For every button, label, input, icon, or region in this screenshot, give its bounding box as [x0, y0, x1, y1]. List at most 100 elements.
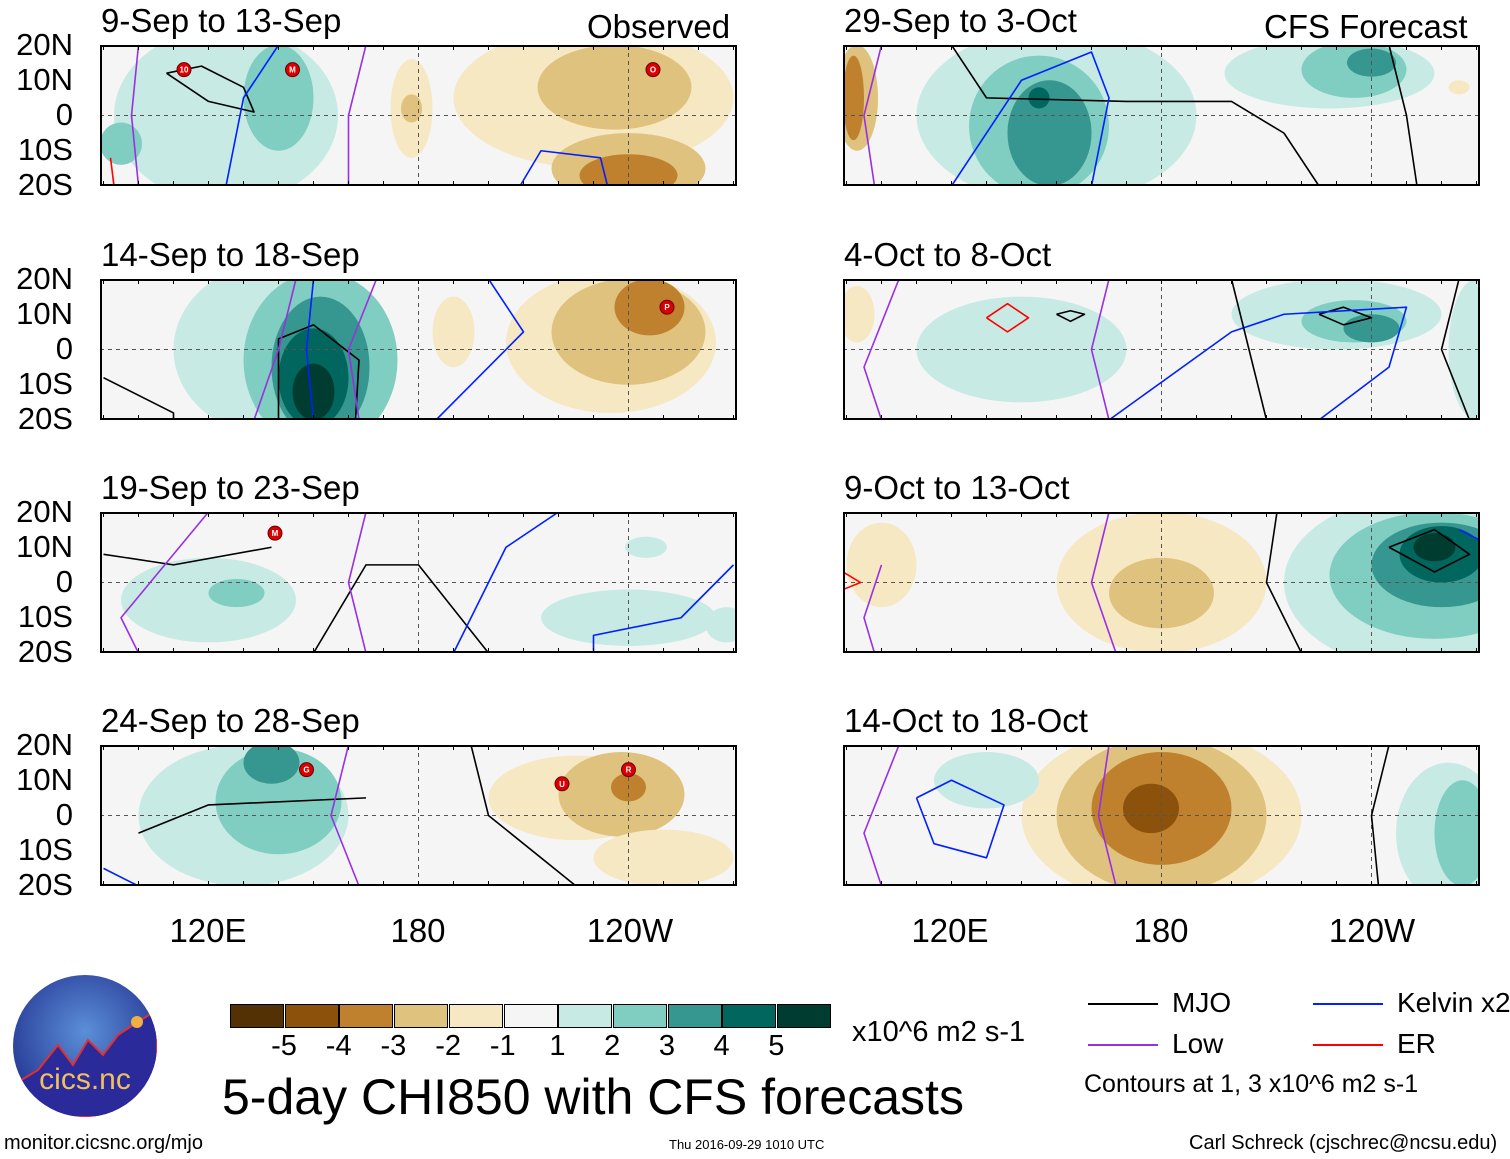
kelvin-contour — [103, 867, 139, 886]
mjo-contour — [470, 745, 577, 886]
er-contour — [843, 571, 862, 591]
colorbar-swatch — [284, 1004, 339, 1028]
map-panel: M — [100, 512, 737, 653]
anomaly-shade — [614, 279, 685, 336]
kelvin-contour — [592, 564, 735, 653]
mjo-contour — [1370, 745, 1390, 886]
colorbar-label: -1 — [489, 1030, 516, 1062]
tropical-cyclone-icon: R — [621, 762, 636, 778]
lat-label: 10S — [17, 132, 73, 167]
colorbar-label: 4 — [713, 1030, 730, 1062]
lat-label: 10S — [17, 599, 73, 634]
er-legend-line — [1313, 1044, 1383, 1046]
colorbar-swatch — [503, 1004, 558, 1028]
low-contour — [130, 45, 140, 186]
panel-title: 14-Sep to 18-Sep — [101, 236, 360, 273]
tropical-cyclone-icon: M — [285, 62, 300, 78]
er-contour — [109, 157, 115, 186]
colorbar-swatch — [448, 1004, 503, 1028]
kelvin-contour — [452, 512, 559, 653]
map-panel — [843, 512, 1480, 653]
low-contour — [863, 564, 883, 653]
observed-label: Observed — [587, 8, 731, 45]
legend-label: Kelvin x2 — [1397, 987, 1510, 1018]
map-panel: G U R — [100, 745, 737, 886]
lat-label: 20S — [17, 867, 73, 902]
low-contour — [347, 45, 367, 186]
lat-label: 20N — [16, 261, 73, 296]
lat-label: 0 — [55, 564, 73, 599]
svg-text:10: 10 — [180, 66, 189, 75]
lon-label-120w-right: 120W — [1328, 912, 1416, 949]
svg-text:P: P — [664, 303, 670, 312]
anomaly-shade — [1413, 533, 1456, 562]
lat-label: 20N — [16, 494, 73, 529]
logo-text: cics.nc — [39, 1063, 131, 1096]
low-contour — [1090, 512, 1117, 653]
svg-text:R: R — [626, 766, 632, 775]
mjo-legend-line — [1088, 1003, 1158, 1005]
lat-label: 0 — [55, 97, 73, 132]
low-contour — [863, 45, 883, 186]
mjo-contour — [277, 324, 360, 420]
mjo-contour — [1388, 528, 1471, 573]
anomaly-shade — [537, 45, 692, 130]
tropical-cyclone-icon: 10 — [176, 62, 192, 78]
low-contour — [1090, 279, 1110, 420]
low-contour — [863, 745, 900, 886]
legend-label: Low — [1172, 1028, 1224, 1059]
anomaly-shade — [292, 363, 335, 420]
panel-title: 19-Sep to 23-Sep — [101, 469, 360, 506]
mjo-contour — [1440, 279, 1471, 420]
kelvin-contour — [519, 149, 609, 186]
figure-title: 5-day CHI850 with CFS forecasts — [222, 1069, 964, 1125]
anomaly-shade — [625, 536, 667, 558]
lon-label-180-left: 180 — [390, 912, 446, 949]
colorbar-swatch — [777, 1004, 831, 1028]
colorbar-swatch — [722, 1004, 777, 1028]
footer-url[interactable]: monitor.cicsnc.org/mjo — [4, 1132, 203, 1154]
map-panel — [843, 745, 1480, 886]
footer-credit: Carl Schreck (cjschrec@ncsu.edu) — [1189, 1132, 1498, 1154]
lat-label: 10N — [16, 762, 73, 797]
mjo-contour — [312, 564, 490, 653]
anomaly-shade — [593, 829, 734, 886]
kelvin-contour — [435, 279, 525, 420]
lon-label-180-right: 180 — [1133, 912, 1189, 949]
colorbar-swatch — [612, 1004, 667, 1028]
anomaly-shade — [843, 55, 864, 141]
panel-title: 29-Sep to 3-Oct — [844, 2, 1077, 39]
map-panel — [843, 279, 1480, 420]
low-contour — [863, 279, 900, 420]
legend-label: ER — [1397, 1028, 1436, 1059]
tropical-cyclone-icon: G — [299, 762, 314, 778]
kelvin-contour — [1108, 306, 1408, 420]
anomaly-shade — [843, 286, 875, 343]
lat-label: 0 — [55, 797, 73, 832]
lat-label: 0 — [55, 331, 73, 366]
lat-label: 10N — [16, 529, 73, 564]
lon-label-120w-left: 120W — [586, 912, 674, 949]
colorbar-swatch — [394, 1004, 449, 1028]
anomaly-shade — [243, 45, 314, 151]
panel-title: 24-Sep to 28-Sep — [101, 702, 360, 739]
lon-label-120e-right: 120E — [911, 912, 989, 949]
mjo-contour — [138, 797, 367, 834]
lat-label: 20N — [16, 27, 73, 62]
mjo-contour — [950, 45, 1320, 186]
colorbar-label: 5 — [768, 1030, 785, 1062]
logo: cics.nc — [13, 975, 157, 1117]
anomaly-shade — [1028, 87, 1050, 109]
anomaly-shade — [1007, 80, 1092, 186]
svg-text:G: G — [303, 766, 309, 775]
kelvin-contour — [1458, 528, 1480, 541]
low-contour — [120, 512, 210, 653]
colorbar-label: 3 — [658, 1030, 675, 1062]
er-contour — [986, 302, 1030, 333]
mjo-contour — [103, 546, 272, 566]
low-contour — [1097, 745, 1117, 886]
colorbar-swatch — [667, 1004, 722, 1028]
low-legend-line — [1088, 1044, 1158, 1046]
panel-title: 14-Oct to 18-Oct — [844, 702, 1088, 739]
colorbar-label: -2 — [435, 1030, 461, 1062]
